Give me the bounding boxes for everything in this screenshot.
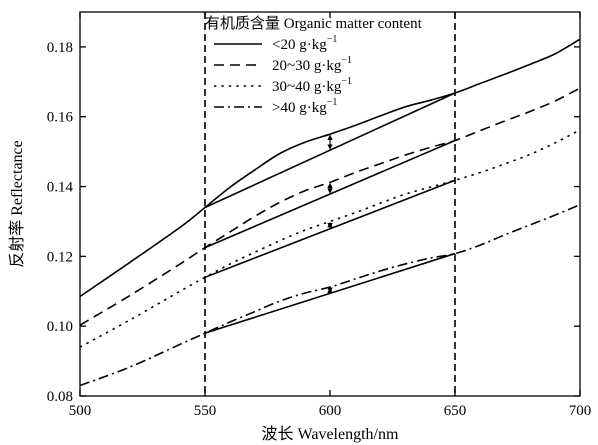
y-axis-ticks: 0.08 0.10 0.12 0.14 0.16 0.18 xyxy=(47,40,580,405)
series-line xyxy=(79,129,581,348)
y-tick-label: 0.08 xyxy=(47,389,73,405)
y-tick-label: 0.12 xyxy=(47,249,73,265)
x-tick-label: 550 xyxy=(194,403,217,419)
x-tick-label: 700 xyxy=(569,403,592,419)
chord-line xyxy=(204,92,456,209)
chord-line xyxy=(204,252,456,334)
chord-line xyxy=(204,179,456,279)
series-line xyxy=(79,38,581,298)
legend-label: 30~40 g·kg−1 xyxy=(272,76,352,95)
y-tick-label: 0.18 xyxy=(47,40,73,56)
x-tick-label: 600 xyxy=(319,403,342,419)
x-axis-title: 波长 Wavelength/nm xyxy=(262,425,399,443)
series-line xyxy=(79,87,581,326)
wavelength-guide-lines xyxy=(204,12,456,396)
legend-label: <20 g·kg−1 xyxy=(272,34,337,53)
y-axis-title: 反射率 Reflectance xyxy=(8,140,26,268)
y-tick-label: 0.16 xyxy=(47,110,74,126)
plot-frame xyxy=(79,11,581,397)
x-tick-label: 500 xyxy=(69,403,92,419)
x-tick-label: 650 xyxy=(444,403,467,419)
legend-title: 有机质含量 Organic matter content xyxy=(205,15,423,32)
series-lines xyxy=(79,38,581,387)
legend: 有机质含量 Organic matter content <20 g·kg−1 2… xyxy=(205,15,423,116)
y-tick-label: 0.10 xyxy=(47,319,73,335)
y-tick-label: 0.14 xyxy=(47,180,74,196)
chord-lines xyxy=(204,92,456,334)
series-line xyxy=(79,203,581,387)
chord-line xyxy=(204,139,456,249)
legend-label: 20~30 g·kg−1 xyxy=(272,55,352,74)
legend-label: >40 g·kg−1 xyxy=(272,97,337,116)
